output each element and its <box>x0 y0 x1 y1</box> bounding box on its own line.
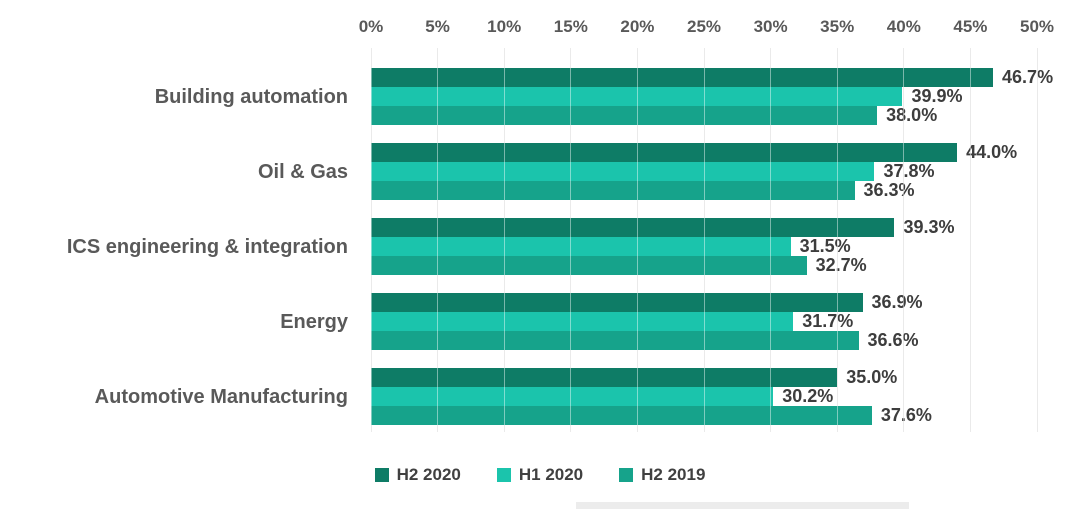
data-label: 36.6% <box>867 330 919 350</box>
data-label: 31.7% <box>802 311 854 331</box>
legend-label: H1 2020 <box>518 465 584 484</box>
bar-row: 44.0% <box>371 143 1037 162</box>
bar-row: 38.0% <box>371 106 1037 125</box>
x-axis-tick-label: 30% <box>753 17 788 36</box>
data-label: 38.0% <box>886 105 938 125</box>
category-label: Building automation <box>154 85 348 108</box>
bar-h2-2019 <box>371 181 855 200</box>
bar-h2-2019 <box>371 106 878 125</box>
x-axis-tick-label: 35% <box>820 17 855 36</box>
category-label: Oil & Gas <box>257 160 348 183</box>
bar-row: 36.9% <box>371 293 1037 312</box>
gridline-overlay <box>703 48 705 432</box>
bar-h1-2020 <box>371 162 875 181</box>
data-label: 32.7% <box>815 255 867 275</box>
gridline-overlay <box>636 48 638 432</box>
bar-h2-2020 <box>371 368 838 387</box>
data-label: 37.8% <box>883 161 935 181</box>
bar-row: 31.5% <box>371 237 1037 256</box>
bar-row: 30.2% <box>371 387 1037 406</box>
faint-bottom-strip <box>576 502 909 509</box>
bar-h2-2019 <box>371 256 807 275</box>
gridline <box>1036 48 1038 432</box>
legend-swatch-icon <box>496 468 511 482</box>
bar-row: 31.7% <box>371 312 1037 331</box>
bar-row: 37.8% <box>371 162 1037 181</box>
bar-row: 35.0% <box>371 368 1037 387</box>
gridline-overlay <box>370 48 372 432</box>
legend-label: H2 2020 <box>396 465 461 484</box>
x-axis: 0% 5% 10% 15% 20% 25% 30% 35% 40% 45% 50% <box>359 14 1054 40</box>
x-axis-tick-label: 10% <box>487 17 522 36</box>
bar-h2-2020 <box>371 293 863 312</box>
legend-item-h1-2020: H1 2020 <box>496 465 584 485</box>
data-label: 37.6% <box>880 405 932 425</box>
data-label: 36.3% <box>863 180 915 200</box>
category-label: ICS engineering & integration <box>66 235 348 258</box>
bar-h2-2020 <box>371 143 958 162</box>
bar-row: 39.9% <box>371 87 1037 106</box>
category-label: Energy <box>280 310 348 333</box>
data-label: 39.3% <box>903 217 955 237</box>
bar-h1-2020 <box>371 312 794 331</box>
legend-swatch-icon <box>619 468 634 482</box>
bar-h2-2019 <box>371 331 859 350</box>
x-axis-tick-label: 5% <box>425 17 450 36</box>
plot-area: 46.7% 39.9% 38.0% 44.0% 37.8% 36.3% 39.3% 31.5%… <box>370 48 1053 432</box>
gridline-overlay <box>570 48 572 432</box>
data-label: 44.0% <box>966 142 1018 162</box>
gridline <box>836 48 838 432</box>
x-axis-tick-label: 0% <box>358 17 384 36</box>
gridline-overlay <box>836 48 838 432</box>
bar-row: 39.3% <box>371 218 1037 237</box>
bar-row: 36.3% <box>371 181 1037 200</box>
gridline-overlay <box>770 48 772 432</box>
gridline-overlay <box>437 48 439 432</box>
bar-h2-2020 <box>371 68 994 87</box>
data-label: 30.2% <box>782 386 834 406</box>
data-label: 31.5% <box>799 236 851 256</box>
bar-row: 46.7% <box>371 68 1053 87</box>
x-axis-tick-label: 20% <box>620 17 655 36</box>
legend: H2 2020 H1 2020 H2 2019 <box>0 462 1080 488</box>
gridline <box>903 48 905 432</box>
bar-h2-2019 <box>371 406 872 425</box>
legend-item-h2-2019: H2 2019 <box>619 465 705 485</box>
x-axis-tick-label: 15% <box>553 17 588 36</box>
x-axis-tick-label: 45% <box>953 17 988 36</box>
gridline <box>969 48 971 432</box>
gridline-overlay <box>903 48 905 432</box>
legend-swatch-icon <box>374 468 389 482</box>
gridline-overlay <box>503 48 505 432</box>
gridline-overlay <box>1036 48 1038 432</box>
bar-row: 36.6% <box>371 331 1037 350</box>
x-axis-tick-label: 40% <box>886 17 921 36</box>
x-axis-tick-label: 50% <box>1019 17 1055 36</box>
data-label: 35.0% <box>846 367 898 387</box>
bar-row: 32.7% <box>371 256 1037 275</box>
bar-h1-2020 <box>371 237 791 256</box>
bar-h1-2020 <box>371 387 774 406</box>
x-axis-tick-label: 25% <box>686 17 722 36</box>
bar-row: 37.6% <box>371 406 1037 425</box>
bar-h2-2020 <box>371 218 895 237</box>
legend-label: H2 2019 <box>641 465 706 484</box>
category-label: Automotive Manufacturing <box>94 385 348 408</box>
legend-item-h2-2020: H2 2020 <box>374 465 461 485</box>
gridline-overlay <box>969 48 971 432</box>
data-label: 36.9% <box>871 292 923 312</box>
data-label: 46.7% <box>1002 67 1054 87</box>
bar-h1-2020 <box>371 87 903 106</box>
data-label: 39.9% <box>911 86 963 106</box>
